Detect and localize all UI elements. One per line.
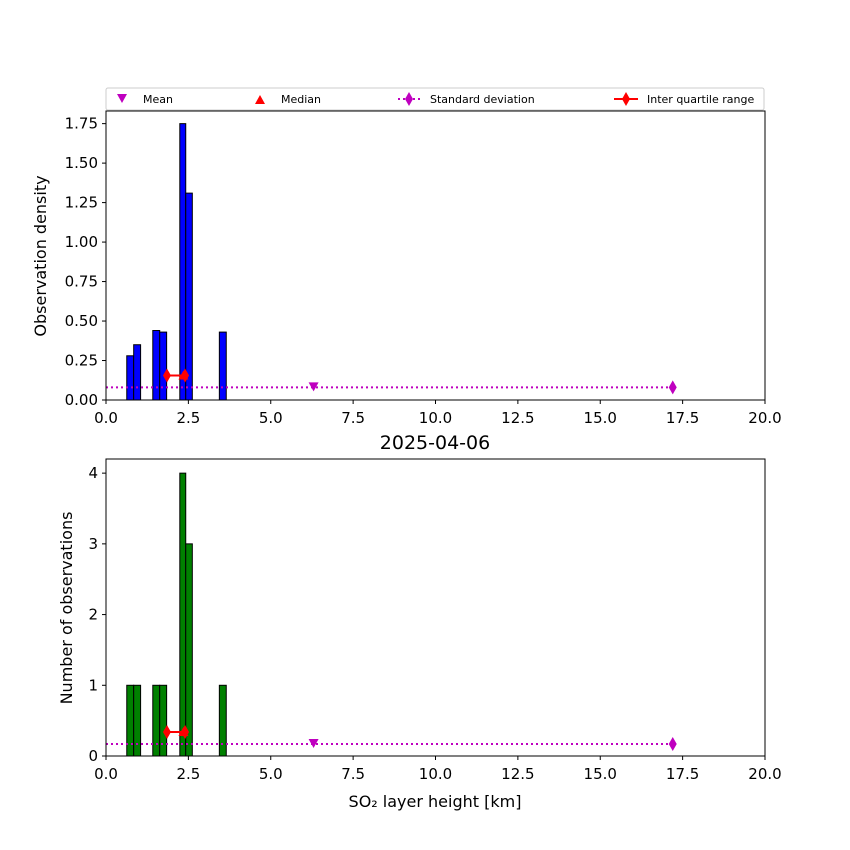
density-iqr-low-marker	[162, 368, 171, 383]
density-x-tick-label-8: 17.5	[666, 409, 699, 427]
density-y-tick-label-3: 0.50	[65, 312, 98, 330]
count-y-tick-label-1: 0	[88, 747, 98, 765]
count-bar-1	[126, 684, 135, 757]
legend-mean-marker	[117, 94, 127, 103]
count-x-tick-label-7: 15.0	[584, 765, 617, 783]
legend-frame	[105, 87, 765, 111]
density-y-tick-label-4: 0.75	[65, 273, 98, 291]
legend: Mean Median Standard deviation Inter qua…	[105, 87, 765, 111]
count-y-axis-title: Number of observations	[57, 512, 76, 705]
count-x-axis-title: SO₂ layer height [km]	[349, 792, 522, 811]
count-y-ticks: 0 1 2 3 4	[88, 464, 106, 765]
density-y-tick-label-7: 1.50	[65, 154, 98, 172]
density-bar-2	[133, 344, 142, 401]
density-bar-7	[218, 331, 227, 401]
density-y-tick-label-1: 0.00	[65, 391, 98, 409]
count-bar-4	[159, 684, 168, 757]
legend-std-label: Standard deviation	[430, 93, 535, 106]
count-plot-title: 2025-04-06	[380, 432, 490, 454]
density-bar-6	[185, 192, 193, 401]
count-bars	[126, 472, 227, 757]
count-y-tick-label-3: 2	[88, 606, 98, 624]
count-y-tick-label-4: 3	[88, 535, 98, 553]
density-x-tick-label-9: 20.0	[748, 409, 781, 427]
legend-mean-label: Mean	[143, 93, 173, 106]
density-axes-frame	[105, 110, 766, 401]
count-x-tick-label-8: 17.5	[666, 765, 699, 783]
legend-iqr-marker	[622, 92, 630, 106]
density-x-tick-label-6: 12.5	[501, 409, 534, 427]
density-statistics	[106, 368, 677, 395]
density-panel: Observation density 0.0 2.5 5.0 7.5 10.0 12.5…	[31, 110, 782, 427]
density-x-tick-label-7: 15.0	[584, 409, 617, 427]
count-x-tick-label-3: 5.0	[259, 765, 283, 783]
density-x-tick-label-3: 5.0	[259, 409, 283, 427]
count-x-tick-label-9: 20.0	[748, 765, 781, 783]
count-panel: 2025-04-06 Number of observations SO₂ la…	[57, 432, 782, 811]
count-x-tick-label-5: 10.0	[419, 765, 452, 783]
count-y-tick-label-5: 4	[88, 464, 98, 482]
density-y-ticks: 0.00 0.25 0.50 0.75 1.00 1.25 1.50 1.75	[65, 115, 106, 409]
density-bar-4	[159, 331, 168, 401]
density-std-marker	[668, 380, 677, 395]
count-statistics	[106, 724, 677, 751]
count-bar-5	[179, 472, 187, 757]
count-y-tick-label-2: 1	[88, 676, 98, 694]
density-median-marker	[178, 370, 189, 380]
legend-median-marker	[255, 95, 265, 104]
density-y-tick-label-2: 0.25	[65, 352, 98, 370]
count-x-ticks: 0.0 2.5 5.0 7.5 10.0 12.5 15.0 17.5 20.0	[94, 756, 782, 783]
count-bar-3	[152, 684, 161, 757]
count-x-tick-label-4: 7.5	[341, 765, 365, 783]
count-bar-6	[185, 543, 193, 757]
density-y-tick-label-5: 1.00	[65, 233, 98, 251]
count-mean-marker	[308, 738, 319, 748]
density-x-tick-label-5: 10.0	[419, 409, 452, 427]
density-y-tick-label-6: 1.25	[65, 194, 98, 212]
legend-iqr-label: Inter quartile range	[647, 93, 754, 106]
count-axes-frame	[105, 458, 766, 757]
density-bar-5	[179, 123, 187, 401]
density-bar-3	[152, 330, 161, 401]
density-mean-marker	[308, 382, 319, 392]
count-bar-7	[218, 684, 227, 757]
count-bar-2	[133, 684, 142, 757]
density-x-tick-label-1: 0.0	[94, 409, 118, 427]
density-y-tick-label-8: 1.75	[65, 115, 98, 133]
density-x-ticks: 0.0 2.5 5.0 7.5 10.0 12.5 15.0 17.5 20.0	[94, 400, 782, 427]
count-x-tick-label-6: 12.5	[501, 765, 534, 783]
legend-median-label: Median	[281, 93, 321, 106]
count-std-marker	[668, 736, 677, 751]
density-y-axis-title: Observation density	[31, 175, 50, 336]
density-x-tick-label-2: 2.5	[176, 409, 200, 427]
density-bar-1	[126, 355, 135, 401]
count-x-tick-label-2: 2.5	[176, 765, 200, 783]
legend-std-marker	[405, 92, 413, 106]
count-x-tick-label-1: 0.0	[94, 765, 118, 783]
density-x-tick-label-4: 7.5	[341, 409, 365, 427]
count-iqr-low-marker	[162, 724, 171, 739]
count-median-marker	[178, 726, 189, 736]
